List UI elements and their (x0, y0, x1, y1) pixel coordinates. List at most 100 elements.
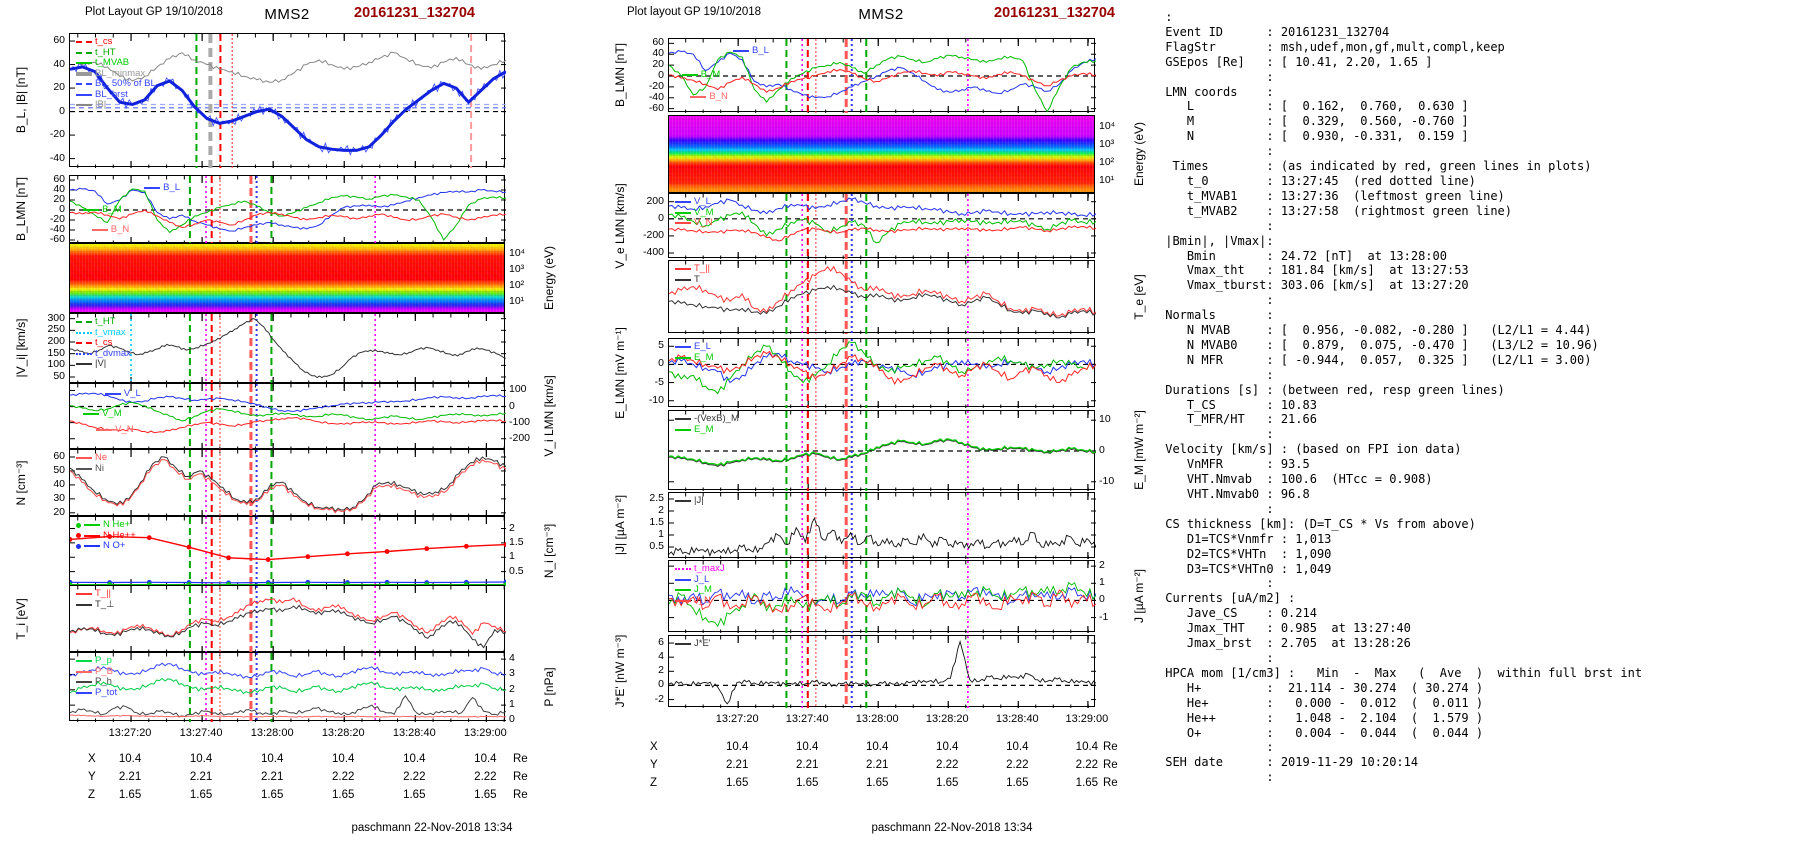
legend-line-sample (76, 321, 92, 323)
y-axis-label: J*E' [nW m⁻³] (613, 634, 627, 708)
right-y-axis-label: P [nPa] (542, 666, 556, 707)
info-line: Event ID : 20161231_132704 (1158, 24, 1390, 39)
y-tick-label: -40 (49, 151, 65, 164)
y-tick-label: 0 (658, 211, 664, 224)
legend-entry-left-v-lmn: V_N (96, 424, 134, 435)
position-value: 1.65 (936, 777, 959, 789)
legend-label: t_maxJ (694, 563, 725, 574)
position-value: 1.65 (118, 789, 142, 801)
legend-line-sample (675, 418, 691, 420)
plot-mid-jmag[interactable]: |J| (668, 492, 1096, 559)
legend-label: J_M (694, 584, 712, 595)
info-line: D2=TCS*VHTn : 1,090 (1158, 546, 1332, 561)
position-value: 2.22 (1006, 759, 1029, 771)
info-line: : (1158, 427, 1274, 442)
legend-line-sample (76, 593, 92, 595)
position-value: 10.4 (936, 741, 959, 753)
y-axis-label: B_LMN [nT] (613, 42, 627, 108)
position-value: 10.4 (260, 753, 284, 765)
plot-mid-ve-lmn[interactable]: V_L V_M V_N (668, 193, 1096, 259)
y-tick-label: 2.5 (649, 492, 664, 504)
plot-mid-vexb[interactable]: -(VexB)_M E_M (668, 410, 1096, 491)
position-unit: Re (513, 771, 528, 783)
plot-left-ti[interactable]: T_|| T_⊥ (69, 585, 506, 653)
y-tick-label: -2 (654, 692, 664, 705)
legend-label: V_M (102, 408, 122, 420)
legend-line-sample (76, 352, 92, 355)
info-line: Jmax_brst : 2.705 at 13:28:26 (1158, 636, 1411, 651)
right-y-axis-label: Energy (eV) (1132, 121, 1146, 187)
legend-entry-mid-ve-lmn: V_N (675, 218, 712, 228)
right-y-axis-label: N_i [cm⁻³] (542, 523, 556, 578)
position-value: 1.65 (332, 789, 355, 801)
time-tick-label: 13:27:20 (108, 727, 152, 739)
plot-left-bl-b[interactable]: t_cs t_HT t_MVAB BL_minmax BL, 50% of BL BL_b… (69, 33, 506, 168)
plot-mid-j-lmn[interactable]: t_maxJ J_L J_M J_N (668, 560, 1096, 633)
position-value: 2.21 (189, 771, 213, 783)
right-y-tick-label: -100 (509, 415, 531, 428)
legend-label: T_|| (95, 588, 112, 599)
info-line: Vmax_tht : 181.84 [km/s] at 13:27:53 (1158, 263, 1469, 278)
legend-line-sample (76, 603, 92, 606)
position-value: 10.4 (866, 741, 889, 753)
plot-left-ion-spectrogram[interactable] (69, 243, 505, 313)
position-value: 1.65 (866, 777, 889, 789)
info-line: N MVAB : [ 0.956, -0.082, -0.280 ] (L2/L… (1158, 323, 1592, 338)
plot-canvas-left-vi (70, 314, 506, 384)
legend-line-sample (76, 51, 92, 54)
position-value: 1.65 (795, 777, 819, 789)
y-axis-label: |J| [µA m⁻²] (613, 494, 627, 556)
plot-mid-electron-spectrogram[interactable] (668, 115, 1095, 193)
info-line: M : [ 0.329, 0.560, -0.760 ] (1158, 114, 1469, 129)
legend-entry-left-vi: t_HT (76, 317, 116, 327)
legend-label: T (694, 273, 700, 285)
legend-line-sample (76, 62, 92, 64)
plot-mid-je[interactable]: J*E' (668, 635, 1096, 708)
info-line: : (1158, 144, 1274, 159)
info-line: T_CS : 10.83 (1158, 397, 1317, 412)
time-tick-label: 13:28:40 (392, 727, 436, 739)
legend-line-sample (84, 524, 100, 526)
plot-mid-e-lmn[interactable]: E_L E_M (668, 338, 1096, 408)
y-tick-label: 60 (53, 173, 65, 185)
plot-left-v-lmn[interactable]: V_L V_M V_N (69, 383, 506, 450)
plot-left-b-lmn[interactable]: B_L B_M B_N (69, 175, 506, 244)
legend-entry-left-pressure: P_B (76, 666, 113, 677)
legend-label: V_L (123, 388, 141, 400)
legend-line-sample (681, 74, 698, 77)
legend-entry-mid-te: T (675, 273, 700, 285)
time-tick-label: 13:28:20 (925, 713, 969, 725)
right-y-tick-label: 10² (509, 279, 525, 291)
plot-mid-b-lmn[interactable]: B_L B_M B_N (668, 38, 1096, 113)
plot-left-pressure[interactable]: P_p P_B P_h P_tot (69, 652, 506, 722)
right-y-axis-label: E_M [mW m⁻²] (1132, 410, 1146, 490)
plot-canvas-left-hpca-density (70, 517, 506, 586)
y-tick-label: -60 (49, 233, 65, 245)
position-value: 10.4 (189, 753, 213, 765)
info-line: Normals : (1158, 308, 1274, 323)
y-tick-label: 200 (646, 194, 664, 207)
legend-entry-left-v-lmn: V_L (104, 388, 141, 400)
legend-entry-left-hpca-density: N O+ (76, 541, 125, 551)
y-tick-label: -60 (648, 101, 664, 114)
legend-line-sample (690, 96, 707, 99)
plot-left-density[interactable]: Ne Ni (69, 449, 506, 517)
info-line: CS thickness [km]: (D=T_CS * Vs from abo… (1158, 516, 1476, 531)
plot-left-hpca-density[interactable]: N He+ N He++ N O+ (69, 516, 506, 586)
legend-line-sample (675, 356, 691, 359)
legend-label: t_HT (95, 46, 116, 58)
info-line: Times : (as indicated by red, green line… (1158, 159, 1592, 174)
plot-left-vi[interactable]: t_HT t_vmax t_cs t_dvmax |V| (69, 313, 506, 384)
legend-label: N O+ (103, 540, 126, 551)
legend-label: E_M (694, 423, 714, 435)
y-tick-label: 300 (47, 311, 65, 324)
info-line: H+ : 21.114 - 30.274 ( 30.274 ) (1158, 680, 1484, 695)
legend-line-sample (76, 691, 92, 694)
legend-entry-left-pressure: P_tot (76, 687, 117, 698)
right-y-tick-label: 1 (509, 550, 515, 563)
y-tick-label: 5 (658, 339, 664, 352)
right-y-tick-label: 0 (1099, 444, 1105, 456)
plot-mid-te[interactable]: T_|| T (668, 260, 1096, 334)
position-value: 2.21 (866, 759, 889, 771)
